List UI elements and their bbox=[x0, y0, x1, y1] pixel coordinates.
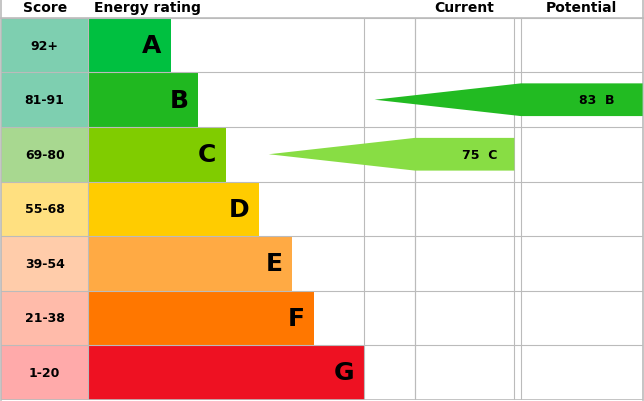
Text: 83  B: 83 B bbox=[578, 94, 614, 107]
Bar bbox=[1, 345, 88, 400]
Text: 75  C: 75 C bbox=[462, 148, 497, 161]
Text: D: D bbox=[229, 197, 249, 221]
Text: Potential: Potential bbox=[546, 0, 618, 14]
Text: A: A bbox=[142, 34, 161, 58]
Bar bbox=[88, 291, 314, 345]
Text: B: B bbox=[169, 89, 189, 112]
Text: F: F bbox=[287, 306, 305, 330]
Bar bbox=[88, 345, 364, 400]
Text: 81-91: 81-91 bbox=[24, 94, 64, 107]
Text: 69-80: 69-80 bbox=[25, 148, 64, 161]
Text: 1-20: 1-20 bbox=[29, 366, 61, 379]
Text: Energy rating: Energy rating bbox=[95, 0, 201, 14]
Bar bbox=[88, 237, 292, 291]
Text: G: G bbox=[334, 360, 354, 385]
Text: Current: Current bbox=[435, 0, 495, 14]
Bar bbox=[1, 19, 88, 73]
Text: 21-38: 21-38 bbox=[24, 312, 64, 324]
Text: Score: Score bbox=[23, 0, 67, 14]
Bar bbox=[1, 73, 88, 128]
Bar bbox=[88, 73, 198, 128]
Text: E: E bbox=[265, 252, 282, 275]
Bar bbox=[1, 128, 88, 182]
Text: 55-68: 55-68 bbox=[24, 203, 64, 216]
Polygon shape bbox=[269, 138, 515, 171]
Bar bbox=[88, 128, 226, 182]
Bar bbox=[1, 182, 88, 237]
Polygon shape bbox=[375, 84, 643, 117]
Text: 92+: 92+ bbox=[31, 40, 59, 53]
Text: 39-54: 39-54 bbox=[24, 257, 64, 270]
Bar bbox=[1, 291, 88, 345]
Bar bbox=[88, 19, 171, 73]
Bar bbox=[88, 182, 259, 237]
Text: C: C bbox=[198, 143, 216, 167]
Bar bbox=[1, 237, 88, 291]
